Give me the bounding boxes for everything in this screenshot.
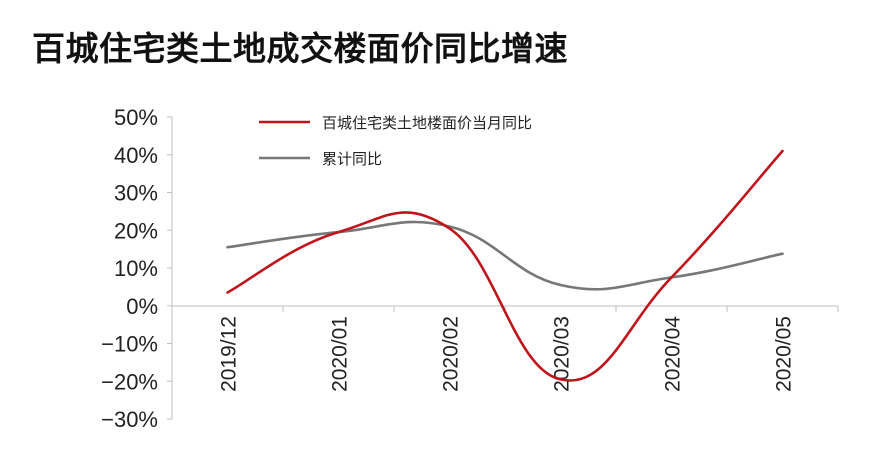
y-tick-label: 10% [114, 256, 158, 281]
chart-title: 百城住宅类土地成交楼面价同比增速 [32, 29, 568, 68]
x-tick-label: 2020/01 [329, 316, 352, 392]
x-tick-label: 2020/05 [773, 316, 796, 392]
y-tick-label: −10% [101, 332, 158, 357]
x-tick-label: 2020/03 [551, 316, 574, 392]
x-tick-label: 2020/02 [440, 316, 463, 392]
x-tick-label: 2020/04 [662, 316, 685, 392]
y-tick-label: 30% [114, 181, 158, 206]
series-line-0 [226, 149, 784, 382]
y-tick-label: 50% [114, 105, 158, 130]
series-lines [226, 149, 784, 382]
y-tick-label: 0% [126, 294, 158, 319]
x-tick-label: 2019/12 [218, 316, 241, 392]
legend-label-1: 累计同比 [322, 150, 382, 168]
axes: 50% 40% 30% 20% 10% 0% −10% −20% −30% 2019/12 2020… [101, 105, 839, 432]
y-tick-label: 20% [114, 218, 158, 243]
y-tick-label: −20% [101, 369, 158, 394]
legend-label-0: 百城住宅类土地楼面价当月同比 [322, 114, 532, 132]
series-line-1 [226, 220, 784, 291]
y-tick-label: −30% [101, 407, 158, 432]
y-tick-label: 40% [114, 143, 158, 168]
